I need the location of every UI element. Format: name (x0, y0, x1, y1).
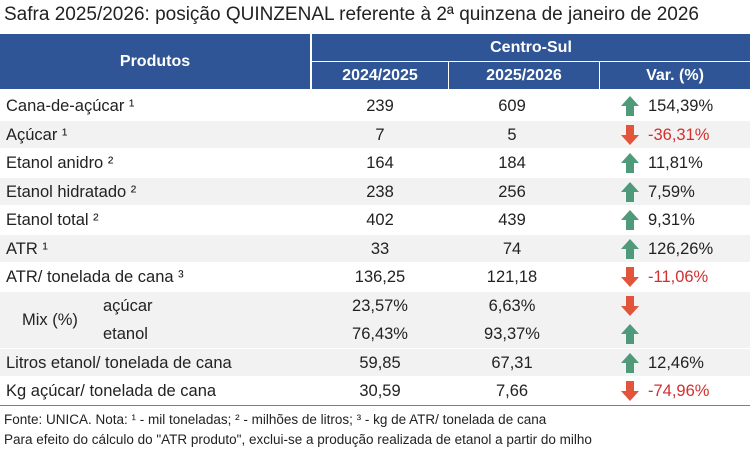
cell-value: 23,57% (352, 296, 408, 315)
row-label: Açúcar ¹ (6, 125, 68, 144)
arrow-up (621, 324, 639, 344)
arrow-up (621, 238, 639, 259)
cell-value: 239 (366, 97, 394, 115)
row-bg (0, 291, 750, 348)
arrow-up (621, 352, 639, 373)
var-value: 11,81% (648, 154, 703, 172)
header-col: 2025/2026 (449, 62, 599, 89)
footnote: Para efeito do cálculo do "ATR produto",… (4, 432, 592, 447)
cell-value: 238 (366, 182, 394, 201)
cell-value: 59,85 (359, 353, 401, 372)
var-value: 9,31% (648, 211, 695, 229)
arrow-down (621, 267, 639, 287)
row-bg (0, 120, 750, 148)
arrow-up (621, 96, 639, 116)
cell-value: 402 (366, 211, 394, 229)
cell-value: 30,59 (359, 382, 401, 400)
cell-value: 74 (502, 239, 522, 258)
row-label: Etanol anidro ² (6, 154, 114, 172)
cell-value: 5 (507, 125, 517, 144)
header-col: 2024/2025 (312, 62, 448, 89)
cell-value: 6,63% (488, 296, 536, 315)
row-label: Litros etanol/ tonelada de cana (6, 353, 232, 372)
header-col: Var. (%) (600, 62, 750, 89)
sub-label: açúcar (103, 296, 153, 315)
arrow-up (621, 181, 639, 202)
cell-value: 439 (498, 211, 526, 229)
cell-value: 67,31 (491, 353, 533, 372)
arrow-down (621, 295, 639, 316)
row-label: Etanol total ² (6, 211, 99, 229)
cell-value: 33 (370, 239, 390, 258)
footnote: Fonte: UNICA. Nota: ¹ - mil toneladas; ²… (4, 412, 547, 427)
cell-value: 164 (366, 154, 394, 172)
cell-value: 184 (498, 154, 526, 172)
row-label: Mix (%) (22, 310, 78, 329)
cell-value: 609 (498, 97, 526, 115)
arrow-up (621, 210, 639, 230)
header-product: Produtos (0, 34, 310, 89)
title: Safra 2025/2026: posição QUINZENAL refer… (4, 4, 700, 25)
sub-label: etanol (103, 325, 148, 343)
row-label: Kg açúcar/ tonelada de cana (6, 382, 217, 400)
row-bg (0, 263, 750, 291)
cell-value: 121,18 (486, 268, 538, 286)
var-value: 154,39% (648, 97, 714, 115)
row-label: Etanol hidratado ² (6, 182, 137, 201)
header-region: Centro-Sul (312, 34, 750, 61)
cell-value: 256 (498, 182, 526, 201)
cell-value: 7 (375, 125, 385, 144)
var-value: -36,31% (648, 125, 710, 144)
var-value: 12,46% (648, 353, 704, 372)
table-rule (0, 405, 750, 406)
arrow-down (621, 381, 639, 401)
row-bg (0, 377, 750, 405)
arrow-up (621, 153, 639, 173)
cell-value: 76,43% (352, 325, 408, 343)
var-value: -74,96% (648, 382, 710, 400)
row-label: ATR/ tonelada de cana ³ (6, 268, 184, 286)
cell-value: 93,37% (484, 325, 540, 343)
var-value: 126,26% (648, 239, 714, 258)
row-label: ATR ¹ (6, 239, 48, 258)
row-label: Cana-de-açúcar ¹ (6, 97, 135, 115)
cell-value: 136,25 (354, 268, 406, 286)
var-value: 7,59% (648, 182, 695, 201)
var-value: -11,06% (648, 268, 709, 286)
arrow-down (621, 124, 639, 145)
cell-value: 7,66 (495, 382, 529, 400)
